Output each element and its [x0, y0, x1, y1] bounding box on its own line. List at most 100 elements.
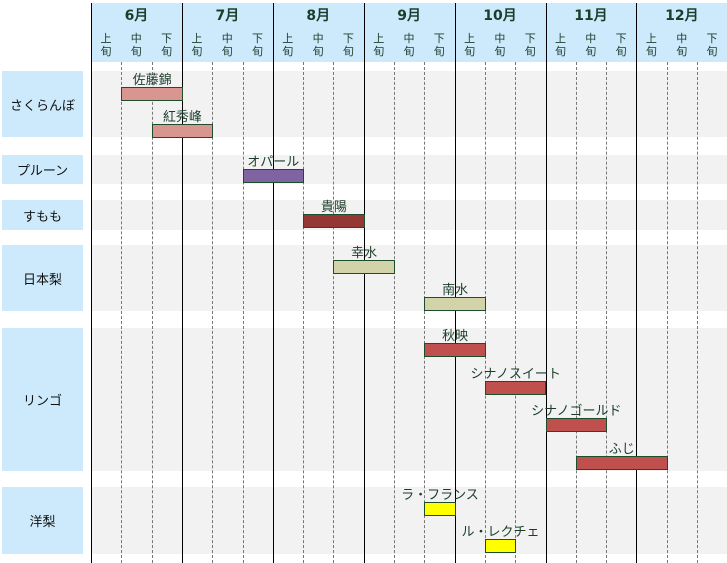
bar-幸水: [333, 260, 395, 274]
dekad-char: 上: [373, 32, 385, 45]
dekad-char: 旬: [615, 45, 627, 58]
dekad-char: 旬: [252, 45, 263, 58]
row-band: [91, 155, 727, 184]
bar-label: ル・レクチェ: [461, 525, 540, 540]
dekad-label: 上旬: [273, 32, 303, 58]
dekad-char: 下: [524, 32, 536, 45]
category-label: すもも: [2, 200, 83, 230]
bar-貴陽: [303, 214, 365, 228]
dekad-gridline: [333, 62, 335, 563]
dekad-label: 中旬: [303, 32, 333, 58]
dekad-char: 旬: [312, 45, 324, 58]
dekad-char: 下: [615, 32, 627, 45]
month-gridline: [91, 3, 92, 563]
month-label: 7月: [215, 8, 240, 24]
dekad-gridline: [575, 62, 577, 563]
dekad-label: 下旬: [152, 32, 182, 58]
dekad-gridline: [666, 62, 668, 563]
bar-ラ・フランス: [424, 502, 456, 516]
dekad-char: 上: [464, 32, 476, 45]
dekad-gridline: [303, 62, 305, 563]
header-band: [91, 3, 727, 62]
dekad-char: 旬: [403, 45, 415, 58]
dekad-gridline: [697, 62, 698, 563]
category-label: プルーン: [2, 155, 83, 184]
bar-label: 南水: [442, 283, 469, 298]
bar-label: 佐藤錦: [132, 73, 172, 88]
dekad-gridline: [212, 62, 214, 563]
dekad-char: 旬: [464, 45, 476, 58]
bar-ル・レクチェ: [484, 539, 517, 553]
dekad-char: 下: [342, 32, 354, 45]
dekad-label: 上旬: [182, 32, 212, 58]
month-gridline: [272, 3, 274, 563]
bar-label: シナノスイート: [470, 367, 561, 382]
dekad-label: 下旬: [424, 32, 454, 58]
month-label: 8月: [306, 8, 331, 24]
dekad-char: 旬: [706, 45, 718, 58]
month-label: 9月: [397, 8, 421, 24]
month-label: 12月: [665, 8, 699, 24]
bar-シナノゴールド: [545, 418, 608, 432]
dekad-label: 中旬: [121, 32, 151, 58]
bar-label: ラ・フランス: [401, 488, 479, 503]
dekad-char: 上: [100, 32, 112, 45]
dekad-char: 旬: [585, 45, 597, 58]
bar-label: 秋映: [442, 329, 469, 344]
dekad-label: 上旬: [546, 32, 576, 58]
dekad-char: 中: [130, 32, 142, 45]
bar-南水: [424, 297, 486, 311]
dekad-char: 上: [191, 32, 203, 45]
dekad-label: 中旬: [394, 32, 424, 58]
month-gridline: [363, 3, 365, 563]
dekad-char: 旬: [130, 45, 142, 58]
dekad-label: 中旬: [485, 32, 515, 58]
dekad-char: 旬: [221, 45, 233, 58]
dekad-label: 中旬: [212, 32, 242, 58]
dekad-char: 旬: [191, 45, 203, 58]
dekad-label: 中旬: [667, 32, 697, 58]
bar-紅秀峰: [151, 124, 214, 138]
bar-label: オパール: [247, 155, 300, 170]
dekad-label: 上旬: [364, 32, 394, 58]
dekad-char: 中: [403, 32, 415, 45]
dekad-label: 下旬: [243, 32, 273, 58]
dekad-char: 中: [676, 32, 688, 45]
dekad-char: 旬: [373, 45, 385, 58]
dekad-label: 下旬: [697, 32, 727, 58]
dekad-char: 上: [645, 32, 657, 45]
dekad-char: 中: [312, 32, 324, 45]
month-label: 11月: [574, 8, 608, 24]
dekad-char: 旬: [676, 45, 688, 58]
month-label: 10月: [483, 8, 517, 24]
dekad-char: 中: [585, 32, 597, 45]
row-band: [91, 487, 727, 554]
month-gridline: [454, 3, 456, 563]
dekad-gridline: [121, 62, 123, 563]
dekad-char: 旬: [342, 45, 354, 58]
dekad-char: 下: [161, 32, 173, 45]
month-gridline: [636, 3, 638, 563]
bar-label: ふじ: [608, 442, 635, 457]
dekad-char: 旬: [100, 45, 112, 58]
dekad-label: 下旬: [333, 32, 363, 58]
dekad-label: 下旬: [606, 32, 636, 58]
dekad-gridline: [151, 62, 153, 563]
dekad-gridline: [515, 62, 517, 563]
dekad-char: 上: [282, 32, 294, 45]
dekad-label: 上旬: [455, 32, 485, 58]
dekad-char: 旬: [645, 45, 657, 58]
dekad-label: 上旬: [91, 32, 121, 58]
category-label: リンゴ: [2, 328, 83, 471]
dekad-gridline: [424, 62, 426, 563]
bar-秋映: [424, 343, 486, 357]
dekad-char: 下: [706, 32, 718, 45]
dekad-gridline: [606, 62, 608, 563]
category-label: 洋梨: [2, 487, 83, 554]
bar-佐藤錦: [121, 87, 183, 101]
dekad-char: 旬: [433, 45, 445, 58]
dekad-char: 旬: [555, 45, 566, 58]
month-gridline: [545, 3, 547, 563]
dekad-gridline: [484, 62, 486, 563]
